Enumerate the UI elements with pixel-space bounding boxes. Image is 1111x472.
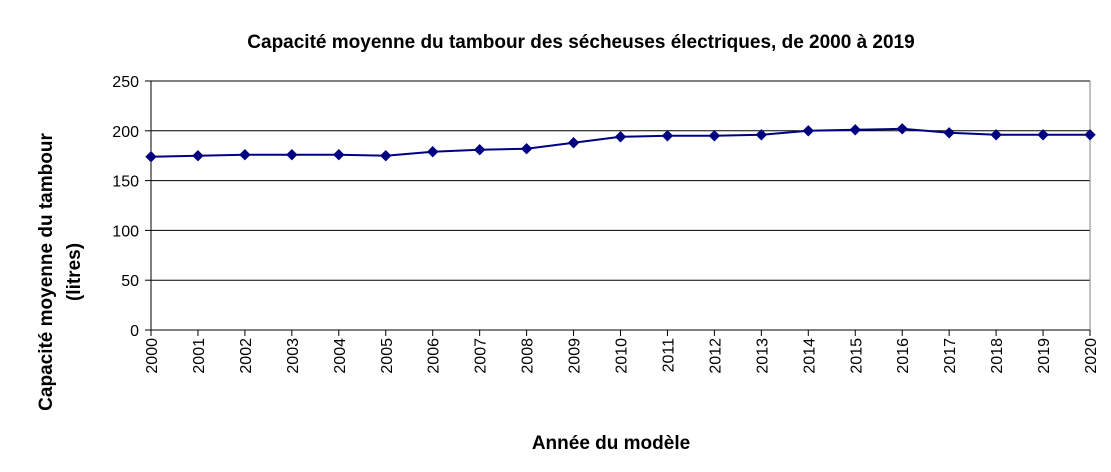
data-point-marker <box>145 150 157 163</box>
data-point-marker <box>614 131 627 143</box>
y-tick-label: 50 <box>121 273 139 290</box>
x-tick-label: 2001 <box>191 338 208 374</box>
data-point-marker <box>755 129 768 141</box>
x-tick-label: 2016 <box>895 338 912 374</box>
data-point-marker <box>896 123 908 135</box>
x-tick-label: 2006 <box>426 338 443 374</box>
x-tick-labels: 2000 2001 2002 2003 2004 2005 2006 2007 2008 2009… <box>144 338 1100 374</box>
x-tick-label: 2010 <box>614 338 631 374</box>
series-line <box>145 123 1096 163</box>
x-tick-label: 2015 <box>848 338 865 374</box>
x-tick-label: 2008 <box>520 338 537 374</box>
data-point-marker <box>333 148 345 161</box>
y-axis-title: Capacité moyenne du tambour <box>36 133 57 411</box>
x-tick-label: 2003 <box>285 338 302 374</box>
x-tick-label: 2000 <box>144 338 161 374</box>
x-tick-label: 2017 <box>942 338 959 374</box>
y-tick-label: 100 <box>112 223 139 240</box>
y-axis-title-line1: Capacité moyenne du tambour <box>36 133 57 411</box>
data-point-marker <box>426 146 439 158</box>
axes <box>145 80 1091 336</box>
y-tick-label: 150 <box>112 174 139 191</box>
data-point-marker <box>286 148 298 161</box>
data-point-marker <box>567 137 580 149</box>
data-point-marker <box>239 148 251 161</box>
x-tick-label: 2009 <box>567 338 584 374</box>
x-tick-label: 2002 <box>238 338 255 374</box>
grid-lines <box>151 80 1090 281</box>
y-axis-title-line2: (litres) <box>64 243 85 301</box>
data-point-marker <box>1037 129 1049 141</box>
data-point-marker <box>708 130 721 142</box>
data-point-marker <box>943 127 955 139</box>
y-tick-label: 200 <box>112 124 139 141</box>
data-point-marker <box>990 129 1002 141</box>
x-tick-label: 2014 <box>801 338 818 374</box>
data-point-marker <box>661 130 674 142</box>
data-point-marker <box>473 144 486 156</box>
data-point-marker <box>192 149 204 162</box>
data-point-marker <box>380 149 392 162</box>
y-tick-labels: 0 50 100 150 200 250 <box>112 74 139 340</box>
y-tick-label: 0 <box>130 323 139 340</box>
x-tick-label: 2020 <box>1083 338 1100 374</box>
x-tick-label: 2018 <box>989 338 1006 374</box>
y-tick-label: 250 <box>112 74 139 91</box>
x-tick-label: 2005 <box>379 338 396 374</box>
data-point-marker <box>802 125 815 137</box>
data-point-marker <box>520 143 533 155</box>
data-point-marker <box>1084 129 1096 141</box>
x-tick-label: 2013 <box>754 338 771 374</box>
data-point-marker <box>849 124 861 136</box>
x-tick-label: 2012 <box>707 338 724 374</box>
x-axis-title: Année du modèle <box>532 433 690 454</box>
x-tick-label: 2019 <box>1036 338 1053 374</box>
x-tick-label: 2011 <box>660 338 677 373</box>
chart-title: Capacité moyenne du tambour des sécheuse… <box>247 32 914 53</box>
x-tick-label: 2004 <box>332 338 349 374</box>
x-tick-label: 2007 <box>473 338 490 374</box>
